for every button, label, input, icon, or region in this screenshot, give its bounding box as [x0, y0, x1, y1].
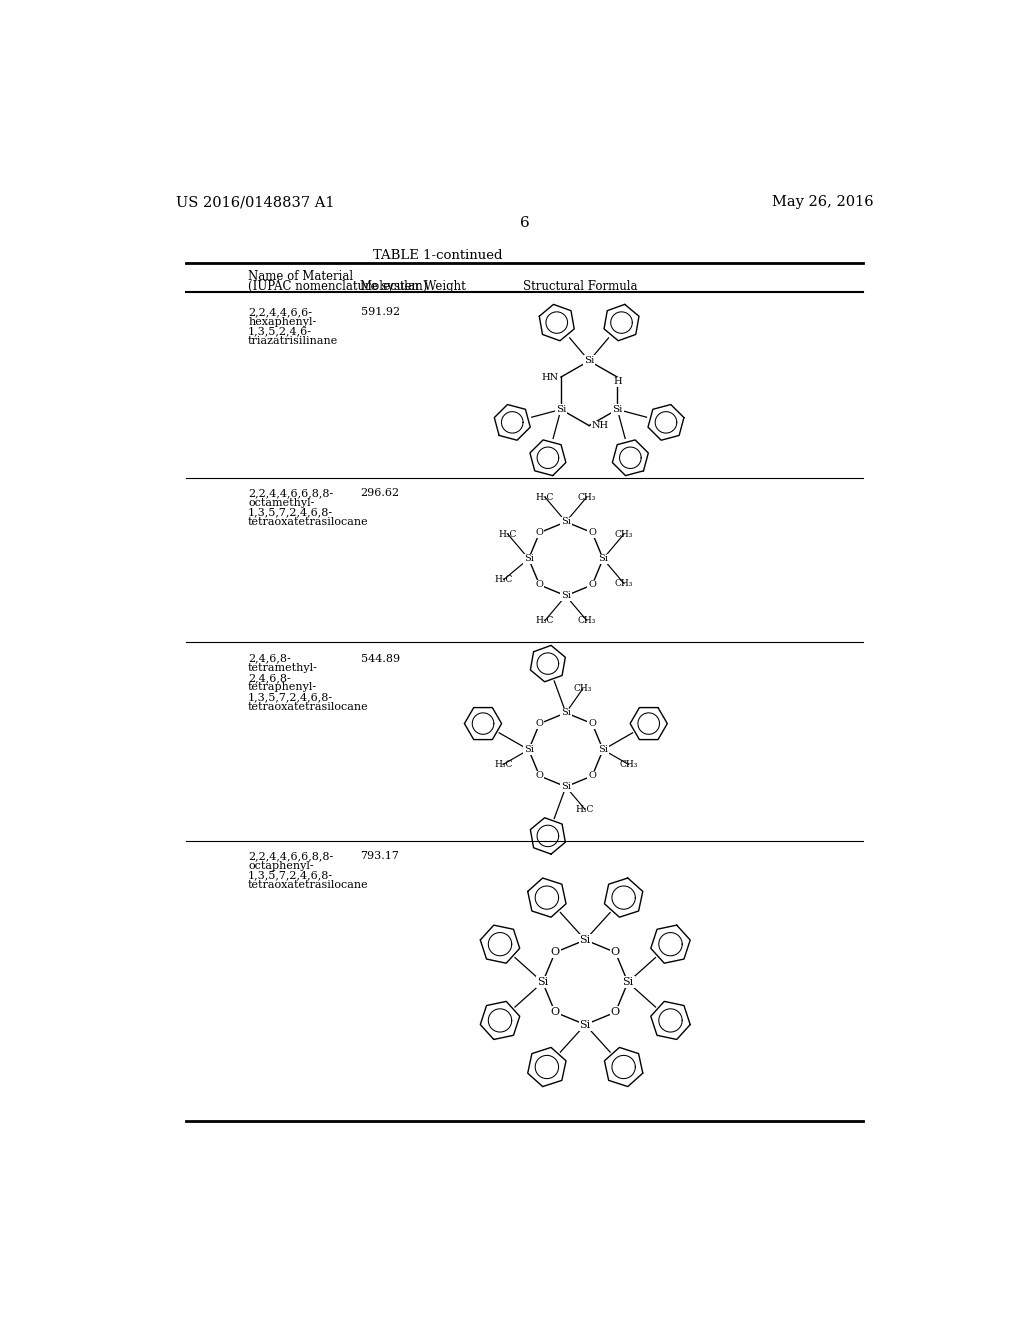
Text: Si: Si: [584, 356, 594, 366]
Text: Si: Si: [623, 977, 634, 987]
Text: 793.17: 793.17: [360, 851, 399, 862]
Text: CH₃: CH₃: [573, 684, 592, 693]
Text: Si: Si: [598, 746, 608, 754]
Text: Molecular Weight: Molecular Weight: [360, 280, 466, 293]
Text: H₃C: H₃C: [494, 760, 512, 768]
Text: octamethyl-: octamethyl-: [248, 498, 314, 508]
Text: O: O: [588, 528, 596, 537]
Text: H₃C: H₃C: [499, 529, 517, 539]
Text: O: O: [588, 581, 596, 590]
Text: CH₃: CH₃: [578, 492, 596, 502]
Text: 2,2,4,4,6,6,8,8-: 2,2,4,4,6,6,8,8-: [248, 851, 334, 862]
Text: O: O: [551, 1007, 560, 1018]
Text: HN: HN: [542, 372, 559, 381]
Text: tetraoxatetrasilocane: tetraoxatetrasilocane: [248, 880, 369, 890]
Text: H₃C: H₃C: [495, 576, 513, 583]
Text: US 2016/0148837 A1: US 2016/0148837 A1: [176, 195, 335, 210]
Text: 544.89: 544.89: [360, 653, 399, 664]
Text: May 26, 2016: May 26, 2016: [772, 195, 873, 210]
Text: Name of Material: Name of Material: [248, 271, 353, 282]
Text: H: H: [613, 378, 622, 385]
Text: 1,3,5,2,4,6-: 1,3,5,2,4,6-: [248, 326, 312, 337]
Text: CH₃: CH₃: [614, 529, 633, 539]
Text: (IUPAC nomenclature system): (IUPAC nomenclature system): [248, 280, 427, 293]
Text: CH₃: CH₃: [578, 616, 596, 626]
Text: Si: Si: [561, 783, 570, 791]
Text: triazatrisilinane: triazatrisilinane: [248, 335, 338, 346]
Text: 591.92: 591.92: [360, 308, 399, 317]
Text: tetraoxatetrasilocane: tetraoxatetrasilocane: [248, 702, 369, 711]
Text: 296.62: 296.62: [360, 488, 399, 498]
Text: 1,3,5,7,2,4,6,8-: 1,3,5,7,2,4,6,8-: [248, 871, 333, 880]
Text: Si: Si: [561, 517, 570, 527]
Text: O: O: [536, 719, 544, 729]
Text: Si: Si: [580, 935, 591, 945]
Text: O: O: [536, 528, 544, 537]
Text: hexaphenyl-: hexaphenyl-: [248, 317, 316, 326]
Text: Si: Si: [556, 405, 566, 414]
Text: Si: Si: [523, 746, 534, 754]
Text: H₃C: H₃C: [536, 616, 554, 626]
Text: O: O: [588, 719, 596, 729]
Text: 2,2,4,4,6,6,8,8-: 2,2,4,4,6,6,8,8-: [248, 488, 334, 498]
Text: O: O: [611, 1007, 620, 1018]
Text: tetramethyl-: tetramethyl-: [248, 663, 318, 673]
Text: 1,3,5,7,2,4,6,8-: 1,3,5,7,2,4,6,8-: [248, 692, 333, 702]
Text: TABLE 1-continued: TABLE 1-continued: [374, 249, 503, 263]
Text: H₃C: H₃C: [575, 805, 594, 813]
Text: Si: Si: [537, 977, 548, 987]
Text: H₃C: H₃C: [536, 492, 554, 502]
Text: Structural Formula: Structural Formula: [523, 280, 638, 293]
Text: Si: Si: [612, 405, 623, 414]
Text: 2,2,4,4,6,6-: 2,2,4,4,6,6-: [248, 308, 312, 317]
Text: 6: 6: [520, 216, 529, 230]
Text: O: O: [536, 771, 544, 780]
Text: Si: Si: [561, 709, 570, 717]
Text: NH: NH: [592, 421, 608, 430]
Text: CH₃: CH₃: [614, 579, 633, 589]
Text: Si: Si: [561, 591, 570, 601]
Text: 2,4,6,8-: 2,4,6,8-: [248, 653, 291, 664]
Text: CH₃: CH₃: [620, 760, 638, 768]
Text: octaphenyl-: octaphenyl-: [248, 861, 313, 871]
Text: 1,3,5,7,2,4,6,8-: 1,3,5,7,2,4,6,8-: [248, 507, 333, 517]
Text: tetraphenyl-: tetraphenyl-: [248, 682, 317, 693]
Text: O: O: [551, 948, 560, 957]
Text: O: O: [611, 948, 620, 957]
Text: O: O: [588, 771, 596, 780]
Text: Si: Si: [523, 554, 534, 564]
Text: Si: Si: [580, 1019, 591, 1030]
Text: O: O: [536, 581, 544, 590]
Text: Si: Si: [598, 554, 608, 564]
Text: 2,4,6,8-: 2,4,6,8-: [248, 673, 291, 682]
Text: tetraoxatetrasilocane: tetraoxatetrasilocane: [248, 517, 369, 527]
